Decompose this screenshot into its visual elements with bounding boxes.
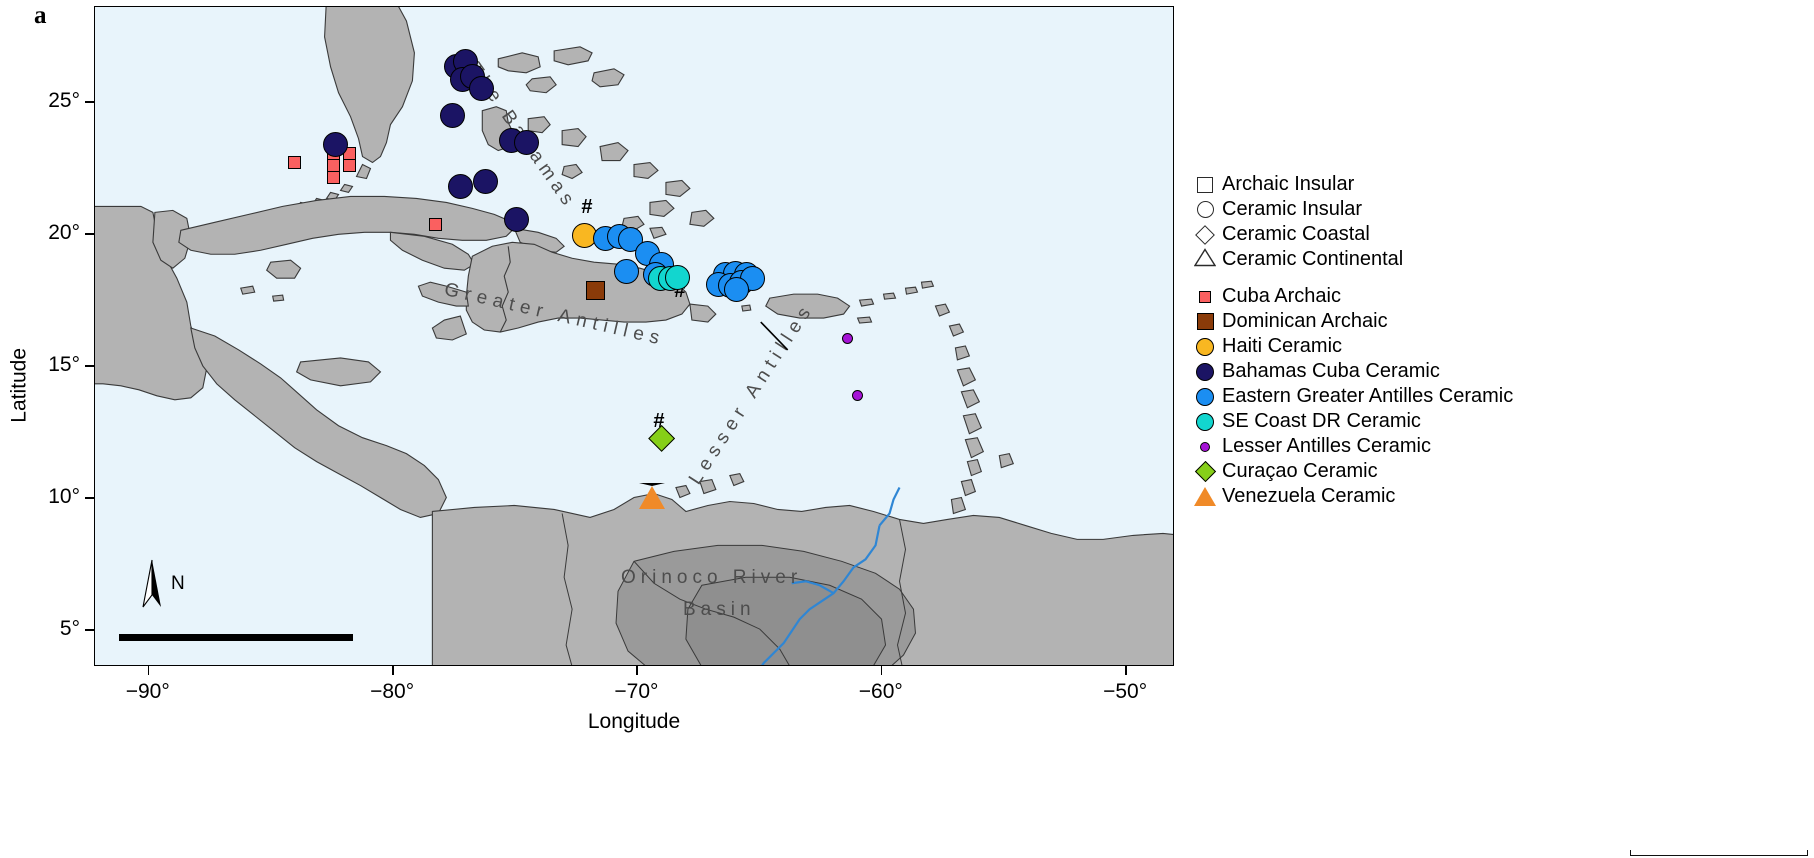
x-tick-label: −50° — [1103, 680, 1148, 703]
legend-label: Eastern Greater Antilles Ceramic — [1222, 385, 1514, 407]
legend-group-item[interactable]: Eastern Greater Antilles Ceramic — [1188, 384, 1588, 409]
x-tick — [1125, 666, 1127, 675]
filled-triangle-icon — [1194, 487, 1216, 506]
data-point-eastern-greater-antilles-ceramic — [613, 258, 639, 284]
y-tick — [85, 629, 94, 631]
x-tick-label: −60° — [858, 680, 903, 703]
x-axis-title: Longitude — [587, 710, 681, 733]
legend-group-item[interactable]: Venezuela Ceramic — [1188, 484, 1588, 509]
filled-circle-icon — [1196, 412, 1214, 431]
y-tick-label: 25° — [48, 89, 80, 113]
data-point-lesser-antilles-ceramic — [851, 389, 863, 401]
north-arrow-label: N — [171, 573, 185, 594]
panel-label: a — [34, 2, 47, 29]
y-tick-label: 20° — [48, 221, 80, 245]
filled-circle-icon — [1200, 441, 1210, 452]
legend-group-item[interactable]: Curaçao Ceramic — [1188, 459, 1588, 484]
legend-shape-group: Archaic Insular Ceramic Insular Ceramic Co… — [1188, 172, 1588, 272]
legend: Archaic Insular Ceramic Insular Ceramic Co… — [1188, 172, 1588, 509]
legend-group-item[interactable]: Haiti Ceramic — [1188, 334, 1588, 359]
legend-label: Ceramic Continental — [1222, 248, 1404, 270]
y-tick-label: 10° — [48, 485, 80, 509]
data-point-cuba-archaic — [342, 158, 356, 172]
data-point-lesser-antilles-ceramic — [842, 332, 854, 344]
y-tick — [85, 365, 94, 367]
legend-group-item[interactable]: SE Coast DR Ceramic — [1188, 409, 1588, 434]
open-circle-icon — [1196, 201, 1214, 218]
corner-stub-box — [1630, 850, 1808, 856]
data-point-bahamas-cuba-ceramic — [447, 174, 473, 200]
filled-circle-icon — [1196, 387, 1214, 406]
legend-label: Archaic Insular — [1222, 173, 1355, 195]
x-tick-label: −80° — [370, 680, 415, 703]
hash-haiti: # — [581, 195, 593, 218]
scale-bar — [119, 634, 353, 641]
data-point-eastern-greater-antilles-ceramic — [723, 276, 749, 302]
legend-group-item[interactable]: Lesser Antilles Ceramic — [1188, 434, 1588, 459]
legend-label: Ceramic Coastal — [1222, 223, 1370, 245]
legend-label: Dominican Archaic — [1222, 310, 1388, 332]
open-square-icon — [1197, 176, 1213, 193]
legend-label: Curaçao Ceramic — [1222, 460, 1378, 482]
x-tick-label: −90° — [125, 680, 170, 703]
data-point-dominican-archaic — [586, 281, 606, 301]
y-tick — [85, 101, 94, 103]
data-point-bahamas-cuba-ceramic — [468, 76, 494, 102]
filled-diamond-icon — [1194, 460, 1216, 483]
y-axis-title: Latitude — [7, 348, 31, 423]
filled-square-icon — [1199, 290, 1211, 303]
legend-color-group: Cuba Archaic Dominican Archaic Haiti Ceram… — [1188, 284, 1588, 509]
data-point-bahamas-cuba-ceramic — [440, 102, 466, 128]
filled-circle-icon — [1196, 337, 1214, 356]
data-point-cuba-archaic — [287, 156, 301, 170]
x-tick — [147, 666, 150, 675]
data-point-cuba-archaic — [429, 218, 443, 232]
data-point-bahamas-cuba-ceramic — [323, 131, 349, 157]
y-tick — [85, 233, 94, 235]
hash-curacao: # — [653, 409, 665, 432]
legend-shape-item[interactable]: Ceramic Insular — [1188, 197, 1588, 222]
data-point-bahamas-cuba-ceramic — [503, 207, 529, 233]
basemap-svg: .land { fill:#b3b3b3; stroke:#3a3a3a; st… — [95, 7, 1173, 665]
filled-circle-icon — [1196, 362, 1214, 381]
legend-label: Haiti Ceramic — [1222, 335, 1343, 357]
data-point-venezuela-ceramic — [639, 483, 666, 510]
legend-label: SE Coast DR Ceramic — [1222, 410, 1421, 432]
x-tick — [880, 666, 883, 675]
data-point-bahamas-cuba-ceramic — [513, 130, 539, 156]
data-point-se-coast-dr-ceramic — [665, 265, 691, 291]
legend-group-item[interactable]: Cuba Archaic — [1188, 284, 1588, 309]
x-tick — [636, 666, 639, 675]
legend-group-item[interactable]: Dominican Archaic — [1188, 309, 1588, 334]
y-tick-label: 5° — [59, 617, 80, 641]
map-plot-area: .land { fill:#b3b3b3; stroke:#3a3a3a; st… — [94, 6, 1174, 666]
legend-label: Venezuela Ceramic — [1222, 485, 1396, 507]
hash-se-coast-dr: # — [674, 280, 686, 303]
legend-shape-item[interactable]: Archaic Insular — [1188, 172, 1588, 197]
legend-shape-item[interactable]: Ceramic Coastal — [1188, 222, 1588, 247]
x-tick — [392, 666, 394, 675]
data-point-bahamas-cuba-ceramic — [473, 168, 499, 194]
legend-label: Ceramic Insular — [1222, 198, 1363, 220]
x-tick-label: −70° — [614, 680, 659, 703]
legend-label: Cuba Archaic — [1222, 285, 1341, 307]
open-diamond-icon — [1195, 224, 1215, 245]
open-triangle-icon — [1193, 247, 1217, 272]
north-arrow-icon — [142, 559, 161, 608]
y-tick — [85, 497, 94, 499]
legend-label: Lesser Antilles Ceramic — [1222, 435, 1431, 457]
filled-square-icon — [1196, 313, 1214, 330]
legend-group-item[interactable]: Bahamas Cuba Ceramic — [1188, 359, 1588, 384]
data-point-cuba-archaic — [326, 170, 340, 184]
legend-spacer — [1188, 272, 1588, 284]
legend-shape-item[interactable]: Ceramic Continental — [1188, 247, 1588, 272]
y-tick-label: 15° — [48, 353, 80, 377]
legend-label: Bahamas Cuba Ceramic — [1222, 360, 1440, 382]
